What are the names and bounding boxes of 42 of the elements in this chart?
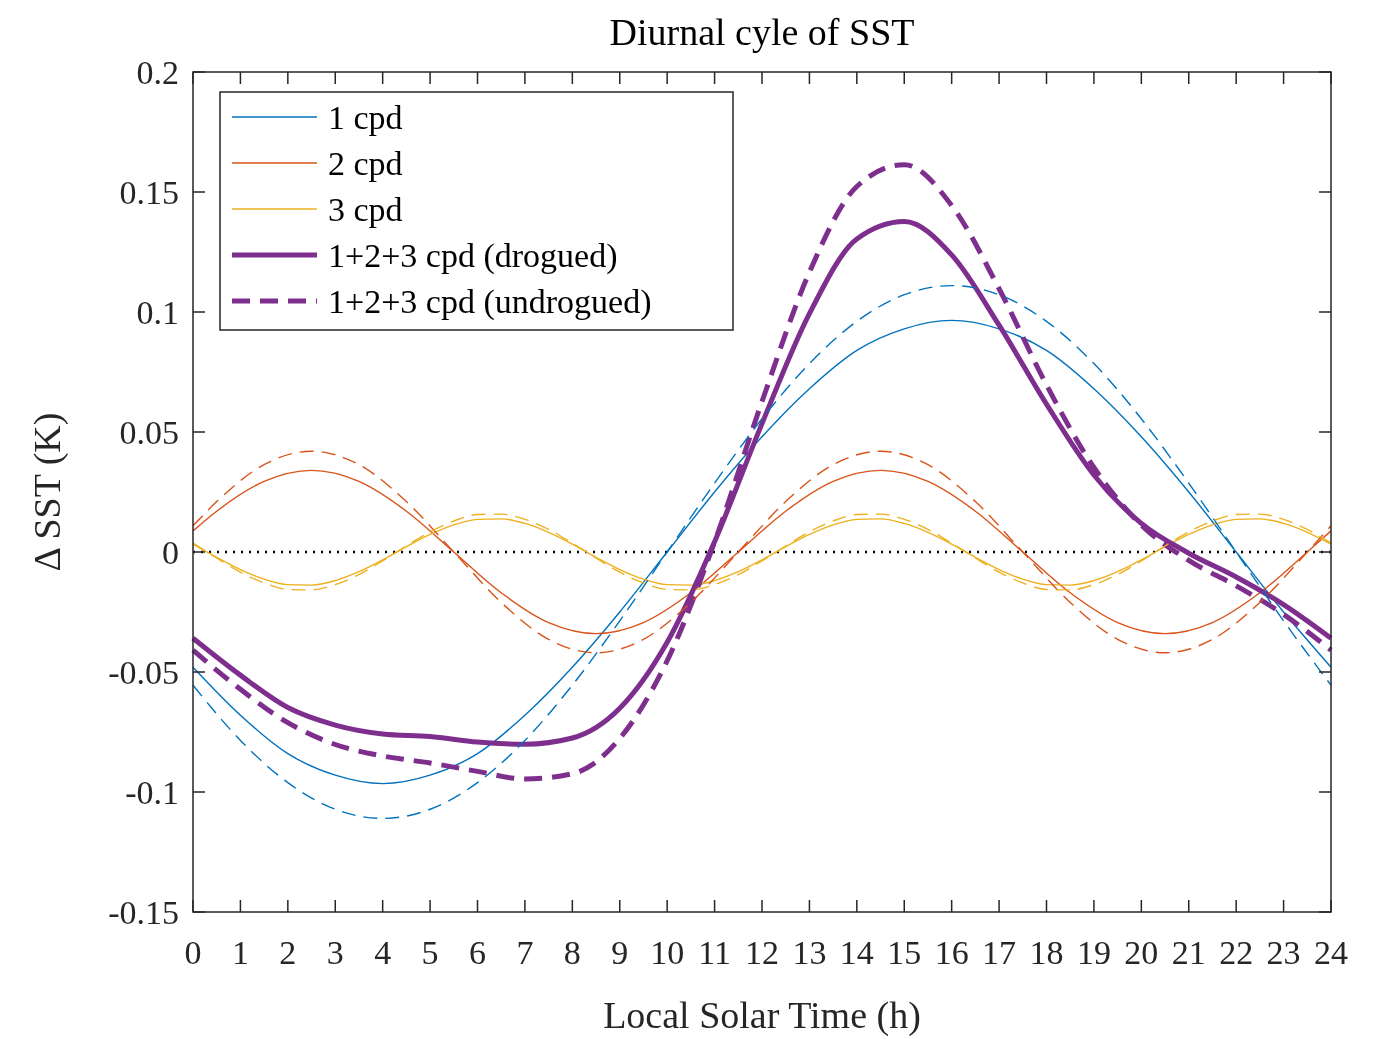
x-tick-label: 22 (1219, 934, 1254, 971)
x-axis-title: Local Solar Time (h) (603, 994, 921, 1037)
legend-label: 2 cpd (328, 145, 403, 182)
x-tick-label: 15 (887, 934, 922, 971)
x-tick-label: 23 (1266, 934, 1301, 971)
x-tick-label: 2 (279, 934, 297, 971)
line-series (192, 450, 1332, 654)
legend-label: 1 cpd (328, 99, 403, 136)
x-tick-label: 7 (516, 934, 534, 971)
x-tick-label: 6 (469, 934, 486, 971)
y-tick-label: -0.1 (125, 774, 179, 811)
y-tick-label: -0.05 (108, 654, 179, 691)
x-tick-label: 21 (1171, 934, 1206, 971)
x-tick-label: 9 (611, 934, 629, 971)
x-tick-label: 16 (934, 934, 969, 971)
x-tick-label: 14 (839, 934, 874, 971)
legend-label: 1+2+3 cpd (drogued) (328, 237, 618, 275)
x-tick-label: 4 (374, 934, 392, 971)
y-tick-label: -0.15 (108, 894, 179, 931)
y-tick-label: 0.2 (136, 54, 179, 91)
y-axis-title: Δ SST (K) (26, 412, 69, 572)
x-tick-label: 10 (650, 934, 685, 971)
x-tick-label: 1 (231, 934, 249, 971)
y-tick-label: 0.1 (136, 294, 179, 331)
y-tick-label: 0.05 (119, 414, 179, 451)
x-tick-label: 0 (184, 934, 202, 971)
y-tick-label: 0.15 (119, 174, 179, 211)
legend-label: 3 cpd (328, 191, 403, 228)
x-tick-label: 13 (792, 934, 827, 971)
x-tick-label: 24 (1314, 934, 1348, 971)
legend-label: 1+2+3 cpd (undrogued) (328, 283, 652, 321)
x-tick-label: 11 (698, 934, 731, 971)
x-tick-label: 8 (563, 934, 581, 971)
x-tick-label: 5 (421, 934, 439, 971)
x-tick-label: 12 (745, 934, 779, 971)
x-tick-label: 19 (1076, 934, 1111, 971)
chart-title: Diurnal cyle of SST (609, 11, 915, 53)
x-tick-label: 3 (326, 934, 344, 971)
x-tick-label: 20 (1124, 934, 1159, 971)
x-tick-label: 17 (982, 934, 1017, 971)
y-tick-label: 0 (162, 534, 179, 571)
x-tick-label: 18 (1029, 934, 1064, 971)
